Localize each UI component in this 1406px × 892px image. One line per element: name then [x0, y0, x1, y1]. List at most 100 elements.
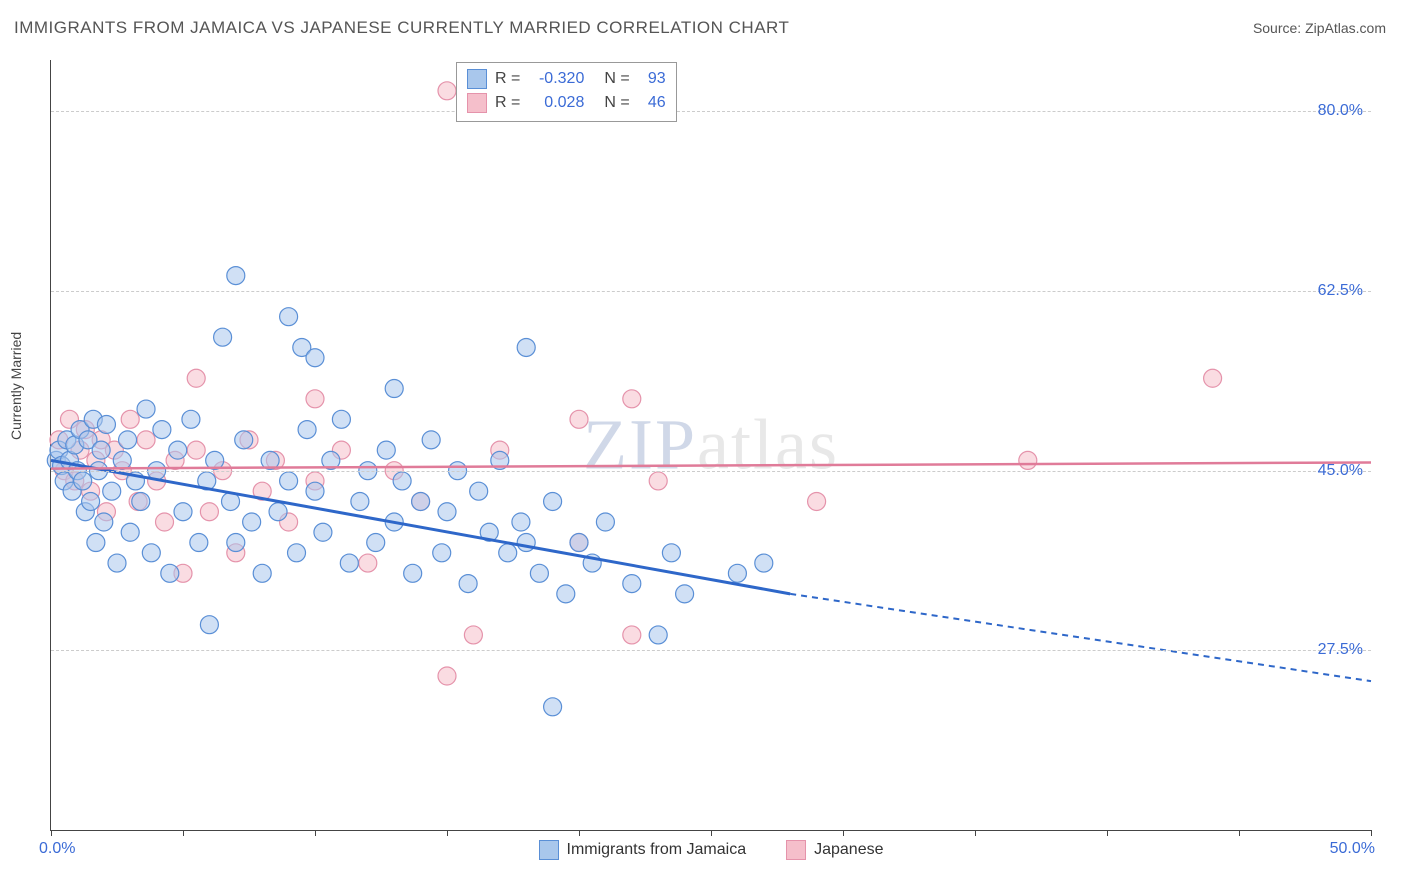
- legend-correlation-box: R = -0.320 N = 93 R = 0.028 N = 46: [456, 62, 677, 122]
- stat-r-blue: -0.320: [528, 70, 584, 88]
- x-tick: [711, 830, 712, 836]
- y-gridline: [51, 471, 1371, 472]
- scatter-point: [433, 544, 451, 562]
- scatter-point: [662, 544, 680, 562]
- stat-n-blue: 93: [638, 70, 666, 88]
- y-tick-label: 27.5%: [1318, 641, 1363, 659]
- scatter-point: [190, 534, 208, 552]
- x-tick: [1107, 830, 1108, 836]
- scatter-point: [161, 564, 179, 582]
- scatter-point: [253, 564, 271, 582]
- scatter-point: [95, 513, 113, 531]
- scatter-point: [82, 492, 100, 510]
- x-tick: [51, 830, 52, 836]
- scatter-point: [412, 492, 430, 510]
- scatter-point: [108, 554, 126, 572]
- scatter-point: [623, 626, 641, 644]
- x-tick: [975, 830, 976, 836]
- stat-n-pink: 46: [638, 94, 666, 112]
- scatter-point: [1204, 369, 1222, 387]
- scatter-point: [269, 503, 287, 521]
- x-tick: [1239, 830, 1240, 836]
- scatter-point: [332, 410, 350, 428]
- scatter-point: [649, 472, 667, 490]
- swatch-blue: [539, 840, 559, 860]
- scatter-point: [596, 513, 614, 531]
- scatter-point: [676, 585, 694, 603]
- x-tick: [183, 830, 184, 836]
- legend-label-pink: Japanese: [814, 841, 883, 859]
- x-tick: [579, 830, 580, 836]
- stat-r-pink: 0.028: [528, 94, 584, 112]
- scatter-point: [393, 472, 411, 490]
- scatter-point: [280, 472, 298, 490]
- scatter-point: [182, 410, 200, 428]
- scatter-point: [137, 431, 155, 449]
- scatter-point: [156, 513, 174, 531]
- plot-area: ZIPatlas R = -0.320 N = 93 R = 0.028 N =…: [50, 60, 1371, 831]
- scatter-point: [438, 667, 456, 685]
- scatter-point: [227, 534, 245, 552]
- scatter-point: [280, 308, 298, 326]
- trendline-pink: [51, 462, 1371, 468]
- scatter-point: [728, 564, 746, 582]
- swatch-pink: [467, 93, 487, 113]
- scatter-point: [570, 410, 588, 428]
- scatter-point: [235, 431, 253, 449]
- source-attribution: Source: ZipAtlas.com: [1253, 20, 1386, 36]
- x-tick: [315, 830, 316, 836]
- y-tick-label: 62.5%: [1318, 282, 1363, 300]
- scatter-point: [288, 544, 306, 562]
- scatter-point: [351, 492, 369, 510]
- scatter-point: [103, 482, 121, 500]
- scatter-point: [121, 410, 139, 428]
- legend-row-pink: R = 0.028 N = 46: [467, 91, 666, 115]
- x-tick: [1371, 830, 1372, 836]
- scatter-point: [499, 544, 517, 562]
- x-tick: [843, 830, 844, 836]
- y-gridline: [51, 111, 1371, 112]
- x-tick-label-last: 50.0%: [1330, 840, 1375, 858]
- scatter-point: [570, 534, 588, 552]
- scatter-point: [200, 503, 218, 521]
- scatter-point: [385, 380, 403, 398]
- scatter-point: [92, 441, 110, 459]
- scatter-point: [359, 554, 377, 572]
- scatter-point: [306, 349, 324, 367]
- scatter-point: [132, 492, 150, 510]
- scatter-point: [459, 575, 477, 593]
- scatter-point: [557, 585, 575, 603]
- legend-item-pink: Japanese: [786, 840, 883, 860]
- scatter-point: [623, 575, 641, 593]
- scatter-point: [298, 421, 316, 439]
- swatch-pink: [786, 840, 806, 860]
- y-tick-label: 45.0%: [1318, 462, 1363, 480]
- scatter-point: [243, 513, 261, 531]
- scatter-point: [142, 544, 160, 562]
- scatter-point: [74, 472, 92, 490]
- trendline-blue-dashed: [790, 594, 1371, 681]
- scatter-point: [214, 328, 232, 346]
- stat-label-r: R =: [495, 94, 520, 112]
- y-gridline: [51, 291, 1371, 292]
- scatter-point: [113, 451, 131, 469]
- scatter-point: [119, 431, 137, 449]
- scatter-point: [137, 400, 155, 418]
- scatter-point: [97, 415, 115, 433]
- scatter-point: [1019, 451, 1037, 469]
- scatter-point: [187, 441, 205, 459]
- scatter-point: [169, 441, 187, 459]
- scatter-point: [306, 482, 324, 500]
- scatter-point: [470, 482, 488, 500]
- legend-item-blue: Immigrants from Jamaica: [539, 840, 747, 860]
- chart-svg: [51, 60, 1371, 830]
- scatter-point: [377, 441, 395, 459]
- legend-series: Immigrants from Jamaica Japanese: [51, 840, 1371, 860]
- stat-label-r: R =: [495, 70, 520, 88]
- scatter-point: [422, 431, 440, 449]
- scatter-point: [530, 564, 548, 582]
- y-gridline: [51, 650, 1371, 651]
- scatter-point: [367, 534, 385, 552]
- stat-label-n: N =: [604, 70, 629, 88]
- scatter-point: [314, 523, 332, 541]
